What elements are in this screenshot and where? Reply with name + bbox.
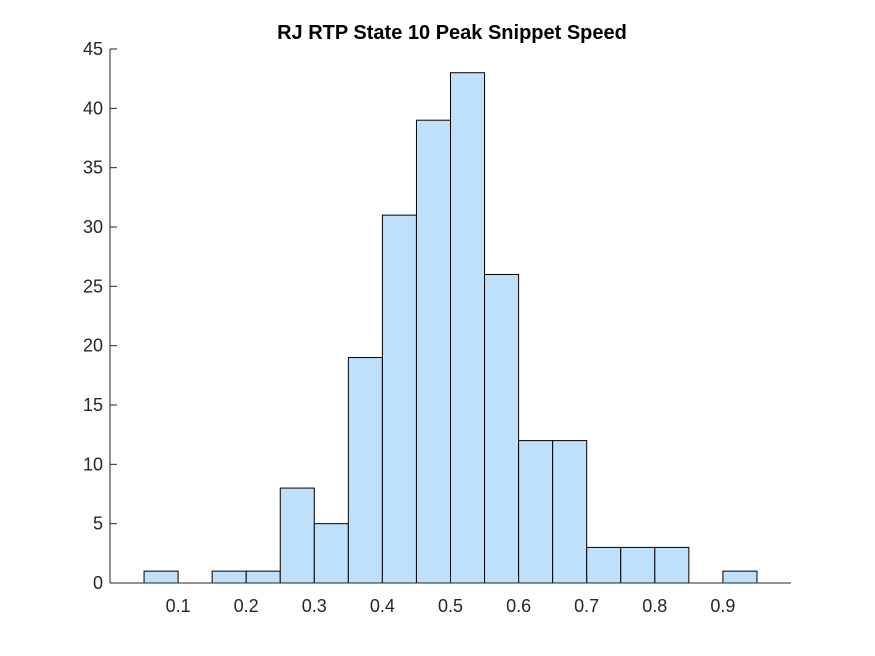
x-tick-label: 0.7 <box>574 596 599 616</box>
chart-title: RJ RTP State 10 Peak Snippet Speed <box>277 22 627 44</box>
x-tick-label: 0.3 <box>302 596 327 616</box>
histogram-bar <box>450 72 486 584</box>
histogram-bar <box>722 570 758 584</box>
histogram-bar <box>347 357 383 584</box>
histogram-bar <box>620 546 656 584</box>
x-tick-label: 0.2 <box>234 596 259 616</box>
histogram-bar <box>143 570 179 584</box>
histogram-bar <box>586 546 622 584</box>
y-tick-label: 10 <box>83 454 103 474</box>
histogram-bar <box>279 487 315 584</box>
y-tick-label: 5 <box>93 514 103 534</box>
y-tick-label: 25 <box>83 276 103 296</box>
histogram-bar <box>415 119 452 584</box>
histogram-bar <box>211 570 247 584</box>
axes-group: 0 5 10 15 20 25 30 35 40 45 0.1 0.2 0.3 0.4 0.5 0.6 0.7 0… <box>83 39 791 616</box>
x-tick-label: 0.1 <box>166 596 191 616</box>
histogram-bar <box>552 440 588 584</box>
histogram-bar <box>381 214 417 584</box>
histogram-bar <box>518 440 554 584</box>
y-tick-label: 0 <box>93 573 103 593</box>
x-tick-label: 0.6 <box>506 596 531 616</box>
x-tick-label: 0.5 <box>438 596 463 616</box>
histogram-bar <box>245 570 281 584</box>
y-tick-label: 35 <box>83 158 103 178</box>
y-tick-label: 30 <box>83 217 103 237</box>
x-tick-label: 0.8 <box>642 596 667 616</box>
y-tick-label: 40 <box>83 98 103 118</box>
x-tick-label: 0.4 <box>370 596 395 616</box>
x-tick-label: 0.9 <box>710 596 735 616</box>
histogram-bar <box>313 523 349 584</box>
y-tick-label: 15 <box>83 395 103 415</box>
y-tick-label: 45 <box>83 39 103 59</box>
bars-group <box>143 72 758 584</box>
histogram-bar <box>484 273 520 584</box>
y-tick-label: 20 <box>83 336 103 356</box>
histogram-bar <box>654 546 690 584</box>
